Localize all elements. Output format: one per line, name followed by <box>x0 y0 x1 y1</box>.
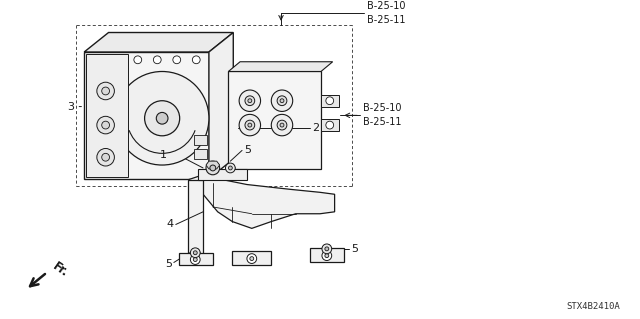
Circle shape <box>154 56 161 64</box>
Polygon shape <box>228 62 333 71</box>
Polygon shape <box>321 119 339 131</box>
Circle shape <box>173 56 180 64</box>
Circle shape <box>271 115 292 136</box>
Text: 2: 2 <box>312 123 319 133</box>
Circle shape <box>210 165 216 171</box>
Circle shape <box>250 256 253 261</box>
Circle shape <box>102 153 109 161</box>
Polygon shape <box>228 71 321 169</box>
Text: B-25-10
B-25-11: B-25-10 B-25-11 <box>367 1 405 25</box>
Polygon shape <box>84 33 233 52</box>
Circle shape <box>228 166 232 170</box>
Circle shape <box>206 161 220 175</box>
Polygon shape <box>86 54 128 177</box>
Circle shape <box>102 121 109 129</box>
Circle shape <box>193 251 197 255</box>
Polygon shape <box>198 169 247 180</box>
Circle shape <box>248 123 252 127</box>
Circle shape <box>277 96 287 106</box>
Text: 4: 4 <box>166 219 174 229</box>
Text: Fr.: Fr. <box>50 260 71 279</box>
Circle shape <box>97 116 115 134</box>
Circle shape <box>145 101 180 136</box>
Circle shape <box>239 90 260 111</box>
Circle shape <box>97 82 115 100</box>
Circle shape <box>115 71 209 165</box>
Circle shape <box>239 115 260 136</box>
Circle shape <box>325 254 329 258</box>
Circle shape <box>193 56 200 64</box>
Circle shape <box>156 112 168 124</box>
FancyBboxPatch shape <box>195 149 207 159</box>
Circle shape <box>97 148 115 166</box>
Polygon shape <box>188 180 203 261</box>
Circle shape <box>190 255 200 264</box>
Text: 3: 3 <box>67 101 74 112</box>
Polygon shape <box>188 175 335 228</box>
Circle shape <box>322 251 332 261</box>
Circle shape <box>322 244 332 254</box>
Text: B-25-10
B-25-11: B-25-10 B-25-11 <box>363 103 401 127</box>
Circle shape <box>134 56 141 64</box>
Circle shape <box>280 123 284 127</box>
Circle shape <box>325 247 329 251</box>
Circle shape <box>326 97 333 105</box>
Circle shape <box>247 254 257 263</box>
Circle shape <box>193 258 197 262</box>
Polygon shape <box>232 251 271 265</box>
Polygon shape <box>206 161 220 169</box>
Text: 5: 5 <box>165 259 172 270</box>
Circle shape <box>280 99 284 103</box>
Circle shape <box>102 87 109 95</box>
Text: STX4B2410A: STX4B2410A <box>566 302 620 311</box>
Polygon shape <box>209 33 233 179</box>
Circle shape <box>277 120 287 130</box>
Polygon shape <box>84 52 209 179</box>
Circle shape <box>225 163 236 173</box>
Circle shape <box>245 120 255 130</box>
Circle shape <box>326 121 333 129</box>
Circle shape <box>271 90 292 111</box>
FancyBboxPatch shape <box>195 135 207 145</box>
Text: 5: 5 <box>351 244 358 254</box>
Circle shape <box>248 99 252 103</box>
Polygon shape <box>321 95 339 107</box>
Polygon shape <box>310 248 344 263</box>
Text: 5: 5 <box>244 145 251 155</box>
Polygon shape <box>179 253 213 265</box>
Text: 1: 1 <box>160 150 167 160</box>
Circle shape <box>190 248 200 258</box>
Circle shape <box>245 96 255 106</box>
